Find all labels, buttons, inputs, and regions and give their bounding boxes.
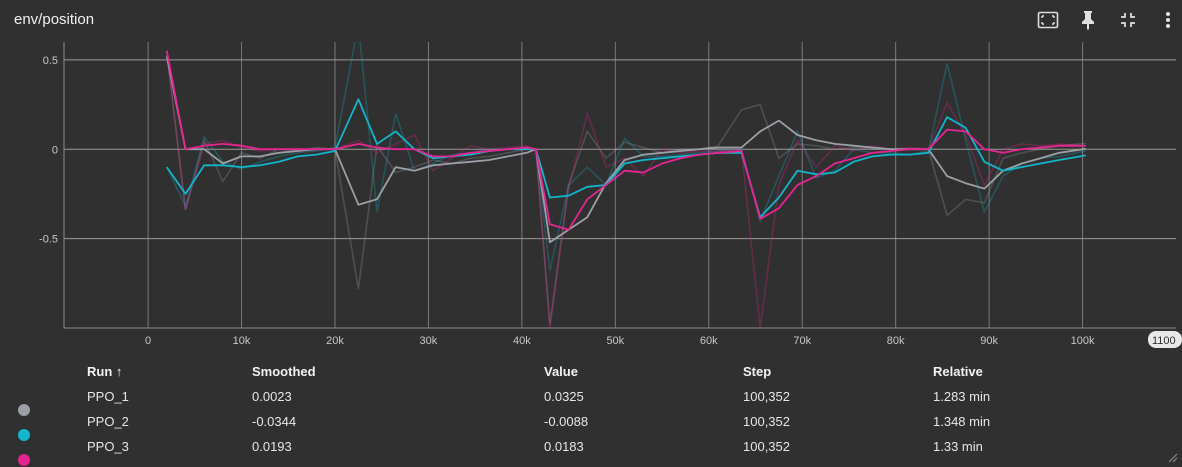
smoothed-value: 0.0193 xyxy=(252,439,292,454)
x-tick-label: 40k xyxy=(513,335,531,347)
x-edge-label-background xyxy=(1148,331,1182,348)
series-raw-line-ppo_2 xyxy=(166,42,1086,271)
y-tick-label: -0.5 xyxy=(39,234,58,246)
step-value: 100,352 xyxy=(743,439,790,454)
collapse-icon[interactable] xyxy=(1116,8,1140,32)
resize-handle-icon[interactable] xyxy=(1166,451,1178,463)
x-tick-label: 30k xyxy=(420,335,438,347)
header-run[interactable]: Run ↑ xyxy=(87,364,123,379)
raw-value: 0.0183 xyxy=(544,439,584,454)
card-title: env/position xyxy=(14,11,95,28)
card-header: env/position xyxy=(0,0,1182,40)
run-color-dot xyxy=(18,429,30,441)
relative-value: 1.33 min xyxy=(933,439,983,454)
step-value: 100,352 xyxy=(743,389,790,404)
x-tick-label: 90k xyxy=(980,335,998,347)
raw-value: 0.0325 xyxy=(544,389,584,404)
run-color-dot xyxy=(18,404,30,416)
run-name: PPO_2 xyxy=(87,414,129,429)
x-tick-label: 20k xyxy=(326,335,344,347)
smoothed-value: 0.0023 xyxy=(252,389,292,404)
raw-value: -0.0088 xyxy=(544,414,589,429)
run-name: PPO_1 xyxy=(87,389,129,404)
more-vertical-icon[interactable] xyxy=(1156,8,1180,32)
x-tick-label: 0 xyxy=(145,335,151,347)
x-tick-label: 50k xyxy=(606,335,624,347)
x-edge-label: 1100 xyxy=(1152,335,1176,347)
step-value: 100,352 xyxy=(743,414,790,429)
header-smoothed[interactable]: Smoothed xyxy=(252,364,316,379)
x-tick-label: 80k xyxy=(887,335,905,347)
relative-value: 1.283 min xyxy=(933,389,991,404)
fit-domain-icon[interactable] xyxy=(1036,8,1060,32)
y-tick-label: 0.5 xyxy=(43,55,58,67)
smoothed-value: -0.0344 xyxy=(252,414,297,429)
run-color-dot xyxy=(18,454,30,466)
run-name: PPO_3 xyxy=(87,439,129,454)
relative-value: 1.348 min xyxy=(933,414,991,429)
series-raw-line-ppo_3 xyxy=(166,54,1086,328)
pin-icon[interactable] xyxy=(1076,8,1100,32)
x-tick-label: 60k xyxy=(700,335,718,347)
line-chart[interactable]: 0 10k 20k 30k 40k 50k 60k 70k 80k 90k 100k 0.5 0 -0.5… xyxy=(0,40,1182,356)
run-table: Run ↑ Smoothed Value Step Relative PPO_1… xyxy=(0,356,1182,467)
header-step[interactable]: Step xyxy=(743,364,772,379)
series-smoothed-line-ppo_2 xyxy=(166,98,1086,219)
y-tick-label: 0 xyxy=(52,144,58,156)
x-tick-label: 100k xyxy=(1071,335,1095,347)
x-tick-label: 10k xyxy=(233,335,251,347)
series-smoothed-line-ppo_3 xyxy=(165,50,1086,231)
header-relative[interactable]: Relative xyxy=(933,364,983,379)
x-tick-label: 70k xyxy=(793,335,811,347)
series-raw-line-ppo_1 xyxy=(166,50,1086,325)
header-value[interactable]: Value xyxy=(544,364,578,379)
